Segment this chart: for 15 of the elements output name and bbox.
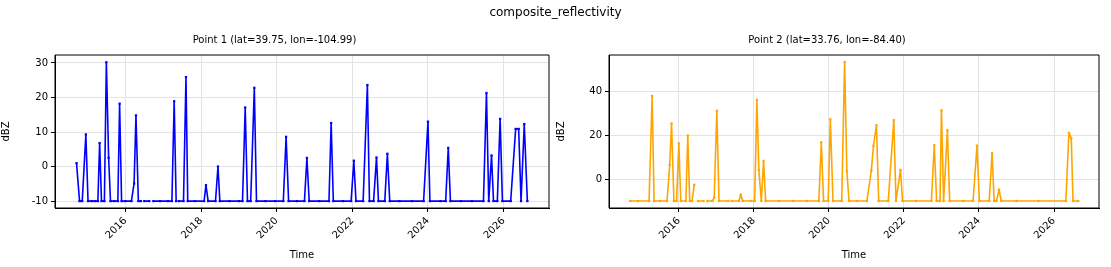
x-axis-title: Time xyxy=(840,248,867,260)
y-tick-label: 0 xyxy=(41,160,48,172)
y-tick-label: 40 xyxy=(589,85,602,97)
y-tick-label: 20 xyxy=(35,91,48,103)
x-axis-title: Time xyxy=(288,248,315,260)
y-tick-label: 30 xyxy=(35,56,48,68)
y-tick-label: -10 xyxy=(31,194,48,206)
y-tick-label: 0 xyxy=(595,172,602,184)
y-axis-title: dBZ xyxy=(0,121,11,142)
chart-title: Point 2 (lat=33.76, lon=-84.40) xyxy=(748,33,906,45)
y-tick-label: 10 xyxy=(35,125,48,137)
y-axis-title: dBZ xyxy=(554,121,566,142)
chart-title: Point 1 (lat=39.75, lon=-104.99) xyxy=(192,33,357,45)
y-tick-label: 20 xyxy=(589,128,602,140)
text: composite_reflectivity xyxy=(488,4,623,20)
